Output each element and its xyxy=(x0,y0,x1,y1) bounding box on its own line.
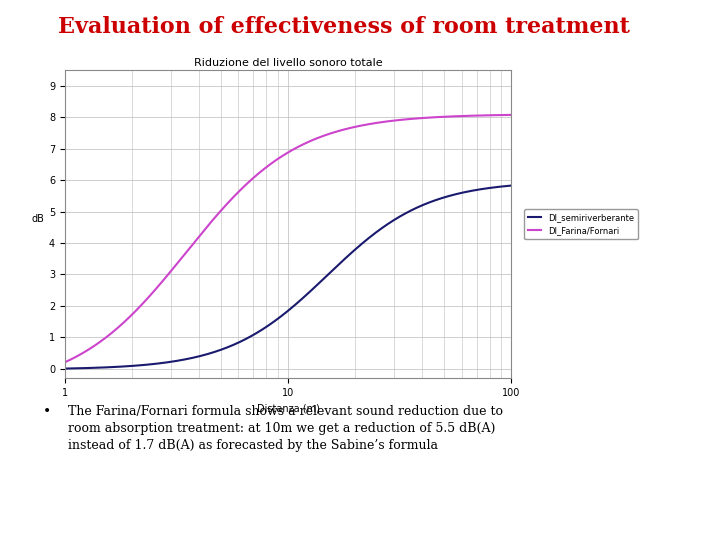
Text: The Farina/Fornari formula shows a relevant sound reduction due to
room absorpti: The Farina/Fornari formula shows a relev… xyxy=(68,405,503,452)
Text: Evaluation of effectiveness of room treatment: Evaluation of effectiveness of room trea… xyxy=(58,16,629,38)
Title: Riduzione del livello sonoro totale: Riduzione del livello sonoro totale xyxy=(194,58,382,68)
X-axis label: Distanza (m): Distanza (m) xyxy=(256,403,320,413)
Text: •: • xyxy=(43,405,51,419)
Y-axis label: dB: dB xyxy=(31,214,44,224)
Legend: DI_semiriverberante, DI_Farina/Fornari: DI_semiriverberante, DI_Farina/Fornari xyxy=(524,209,638,239)
